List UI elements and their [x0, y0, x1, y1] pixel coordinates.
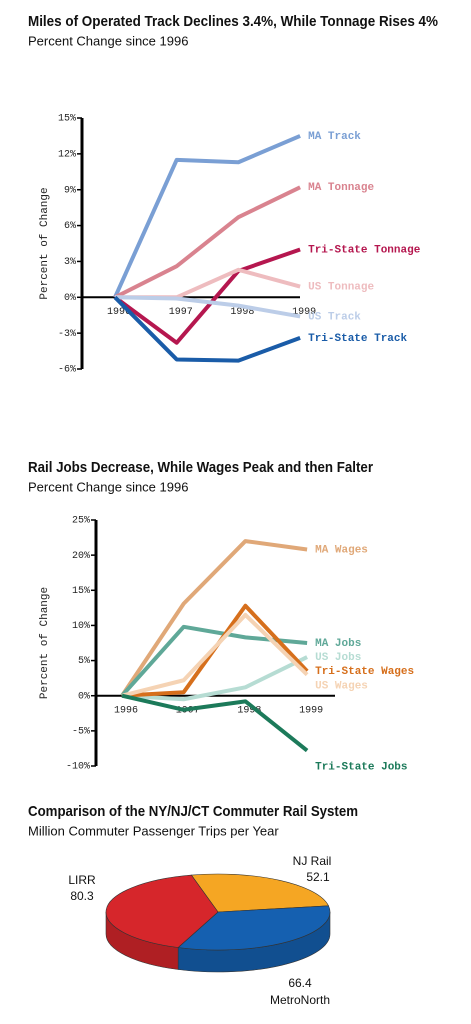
series-label: MA Tonnage	[308, 182, 374, 194]
y-axis-label: Percent of Change	[39, 587, 51, 699]
series-line	[113, 295, 301, 363]
series-label: US Tonnage	[308, 281, 374, 293]
y-tick-label: 6%	[64, 221, 76, 232]
y-tick-label: 9%	[64, 185, 76, 196]
y-tick-label: 5%	[78, 656, 90, 667]
series-line	[113, 134, 301, 299]
y-axis-label: Percent of Change	[39, 187, 51, 299]
x-tick-label: 1998	[237, 705, 261, 716]
y-tick-label: 20%	[72, 551, 90, 562]
x-tick-label: 1996	[114, 705, 138, 716]
series-line	[120, 539, 308, 697]
series-label: MA Track	[308, 131, 361, 143]
y-tick-label: 10%	[72, 621, 90, 632]
chart-subtitle: Million Commuter Passenger Trips per Yea…	[28, 823, 279, 838]
chart-subtitle: Percent Change since 1996	[28, 479, 188, 494]
series-line	[114, 295, 301, 319]
series-line	[114, 185, 301, 300]
pie-value-label: 66.4	[288, 976, 312, 990]
pie-slice	[105, 874, 219, 948]
pie-slice	[177, 905, 331, 951]
series-line	[121, 693, 309, 753]
series-label: Tri-State Tonnage	[308, 244, 421, 256]
pie-value-label: 52.1	[306, 870, 330, 884]
x-tick-label: 1996	[107, 307, 131, 318]
series-label: Tri-State Wages	[315, 666, 414, 678]
pie-value-label: 80.3	[70, 889, 94, 903]
chart-subtitle: Percent Change since 1996	[28, 33, 188, 48]
chart-title: Comparison of the NY/NJ/CT Commuter Rail…	[28, 803, 358, 820]
y-tick-label: -10%	[66, 762, 90, 773]
series-label: Tri-State Track	[308, 333, 407, 345]
pie-label: LIRR	[68, 873, 96, 887]
pie-label: NJ Rail	[293, 854, 332, 868]
series-label: US Jobs	[315, 652, 361, 664]
series-label: Tri-State Jobs	[315, 761, 407, 773]
series-label: US Wages	[315, 681, 368, 693]
series-label: US Track	[308, 311, 361, 323]
pie-label: MetroNorth	[270, 993, 330, 1007]
y-tick-label: -6%	[58, 365, 76, 376]
x-tick-label: 1997	[169, 307, 193, 318]
series-label: MA Jobs	[315, 638, 361, 650]
y-tick-label: 15%	[72, 586, 90, 597]
y-tick-label: 0%	[64, 293, 76, 304]
series-line	[120, 624, 308, 698]
series-label: MA Wages	[315, 544, 368, 556]
y-tick-label: 25%	[72, 516, 90, 527]
y-tick-label: 3%	[64, 257, 76, 268]
y-tick-label: -5%	[72, 726, 90, 737]
series-line	[121, 655, 308, 702]
chart-title: Rail Jobs Decrease, While Wages Peak and…	[28, 459, 373, 476]
x-tick-label: 1998	[230, 307, 254, 318]
x-tick-label: 1999	[292, 307, 316, 318]
x-tick-label: 1999	[299, 705, 323, 716]
chart-title: Miles of Operated Track Declines 3.4%, W…	[28, 13, 438, 30]
series-line	[121, 612, 309, 698]
y-tick-label: 12%	[58, 149, 76, 160]
series-line	[113, 247, 301, 345]
y-tick-label: 15%	[58, 114, 76, 125]
pie-slice	[190, 873, 329, 913]
y-tick-label: -3%	[58, 329, 76, 340]
y-tick-label: 0%	[78, 691, 90, 702]
